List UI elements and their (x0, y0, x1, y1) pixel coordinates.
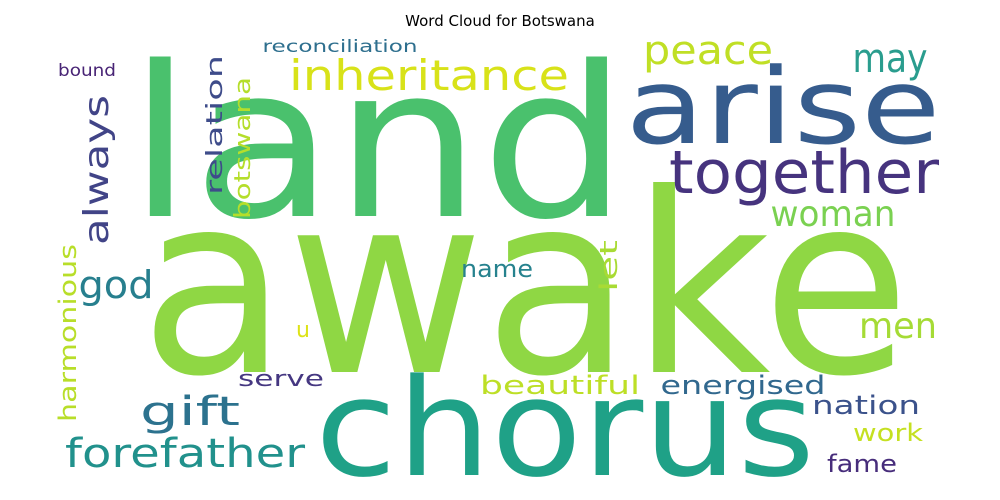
word-bound: bound (58, 61, 116, 81)
word-reconciliation: reconciliation (263, 37, 418, 57)
word-always-v: always (77, 95, 117, 245)
word-botswana: botswana (231, 77, 256, 219)
word-fame: fame (827, 450, 897, 478)
word-god: god (79, 263, 154, 307)
word-relation: relation (203, 55, 228, 195)
word-men: men (859, 306, 937, 347)
word-woman: woman (771, 194, 896, 235)
word-gift: gift (140, 389, 240, 435)
word-let: let (595, 240, 623, 292)
word-energised: energised (661, 371, 826, 401)
chart-title: Word Cloud for Botswana (405, 12, 595, 30)
word-arise: arise (626, 46, 941, 168)
word-chorus: chorus (315, 350, 815, 500)
word-beautiful: beautiful (480, 371, 640, 401)
word-peace: peace (643, 28, 773, 74)
word-together: together (669, 138, 939, 208)
word-may: may (853, 36, 928, 82)
word-land: land (128, 21, 628, 266)
word-work: work (853, 419, 923, 447)
word-serve: serve (238, 367, 324, 392)
word-nation: nation (812, 391, 920, 421)
word-inheritance: inheritance (289, 51, 569, 100)
word-awake: awake (140, 140, 910, 431)
word-name: name (461, 255, 533, 283)
word-u: u (296, 318, 310, 343)
word-harmonious: harmonious (54, 244, 82, 422)
word-forefather: forefather (65, 431, 306, 477)
